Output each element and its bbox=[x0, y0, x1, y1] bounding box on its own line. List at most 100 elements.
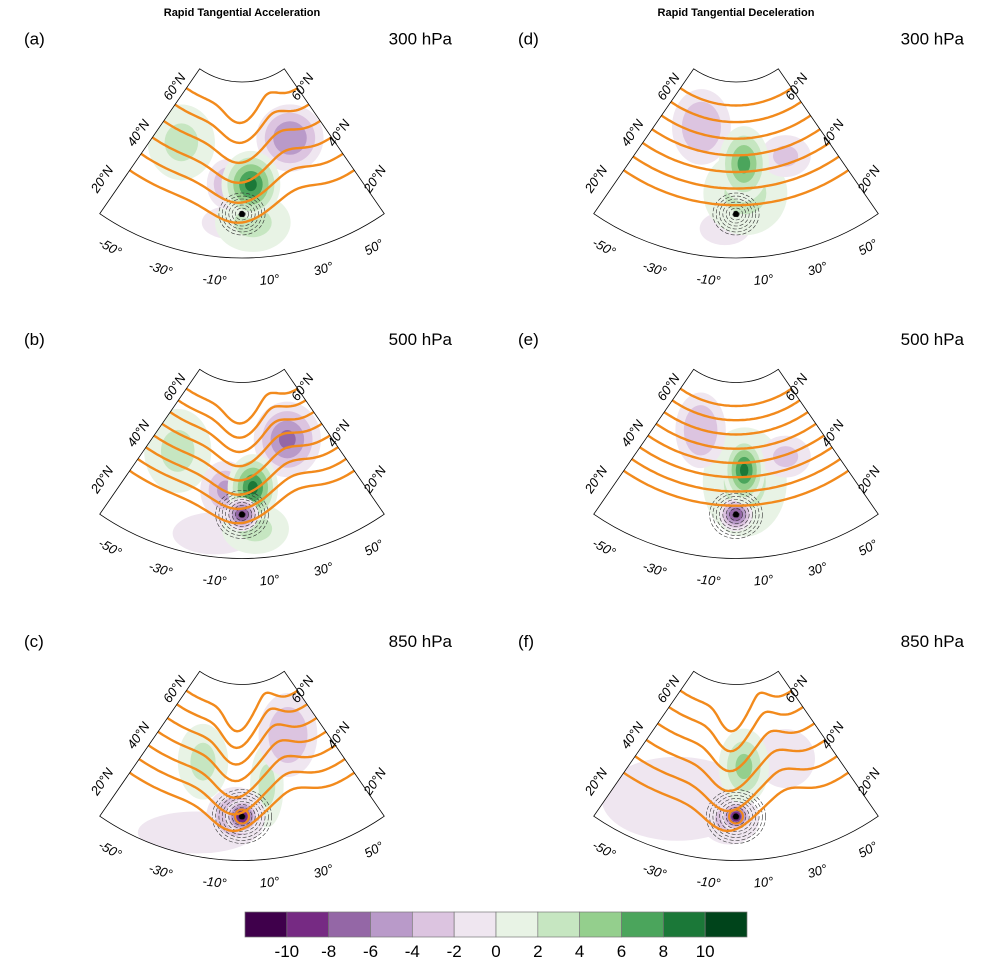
panel-label: (a) bbox=[24, 30, 45, 49]
longitude-label: -50° bbox=[96, 235, 124, 260]
anomaly-contour bbox=[712, 795, 760, 838]
longitude-label: -50° bbox=[590, 235, 618, 260]
longitude-label: 30° bbox=[312, 259, 335, 279]
longitude-label: 30° bbox=[806, 861, 829, 881]
streamline-contour bbox=[159, 421, 325, 468]
longitude-label: 50° bbox=[362, 536, 386, 559]
longitude-label: -10° bbox=[202, 571, 227, 588]
shading-layer bbox=[675, 392, 811, 539]
longitude-label: 30° bbox=[806, 559, 829, 579]
streamline-contour bbox=[653, 421, 819, 450]
shade-blob bbox=[281, 129, 299, 147]
latitude-label: 20°N bbox=[87, 463, 117, 497]
latitude-label: 40°N bbox=[324, 116, 353, 149]
longitude-label: -30° bbox=[147, 860, 174, 881]
latitude-label: 20°N bbox=[581, 463, 611, 497]
longitude-label: -10° bbox=[696, 571, 721, 588]
colorbar-tick-label: -10 bbox=[275, 942, 300, 961]
anomaly-contour bbox=[722, 502, 750, 527]
map-boundary bbox=[99, 670, 385, 861]
longitude-label: 50° bbox=[856, 236, 880, 259]
streamline-contour bbox=[150, 432, 334, 482]
longitude-label: 10° bbox=[753, 572, 774, 589]
colorbar-swatch bbox=[537, 911, 581, 938]
pressure-level: 850 hPa bbox=[389, 632, 453, 651]
colorbar-swatch bbox=[579, 911, 622, 938]
longitude-label: -30° bbox=[641, 860, 668, 881]
map-boundary bbox=[593, 368, 879, 559]
colorbar-swatch bbox=[662, 911, 706, 938]
colorbar-tick-label: -2 bbox=[447, 942, 462, 961]
anomaly-contour bbox=[722, 201, 750, 227]
streamline-contour bbox=[669, 398, 803, 422]
longitude-label: -30° bbox=[147, 558, 174, 579]
latitude-label: 60°N bbox=[654, 70, 683, 103]
latitude-label: 20°N bbox=[854, 765, 884, 799]
streamline-contour bbox=[619, 166, 853, 207]
longitude-label: -50° bbox=[590, 837, 618, 862]
colorbar: -10 -8 -6 -4 -2 0 2 4 6 8 10 bbox=[244, 911, 748, 961]
panel-label: (f) bbox=[518, 632, 534, 651]
latitude-label: 60°N bbox=[782, 672, 811, 705]
colorbar-tick-label: 6 bbox=[617, 942, 626, 961]
anomaly-contour bbox=[231, 807, 253, 826]
latitude-label: 40°N bbox=[324, 417, 353, 450]
longitude-label: 50° bbox=[856, 536, 880, 559]
streamline-contour bbox=[167, 409, 317, 454]
pressure-level: 500 hPa bbox=[901, 330, 965, 349]
streamline-layer bbox=[619, 688, 853, 833]
anomaly-contour bbox=[221, 798, 263, 835]
latitude-label: 40°N bbox=[818, 417, 847, 450]
streamline-contour bbox=[619, 769, 853, 833]
longitude-label: 10° bbox=[259, 271, 280, 288]
anomaly-contour bbox=[218, 192, 266, 236]
streamline-contour bbox=[184, 386, 300, 425]
colorbar-swatch bbox=[621, 911, 664, 938]
anomaly-contour bbox=[729, 207, 743, 221]
longitude-label: -50° bbox=[96, 535, 124, 560]
colorbar-swatch bbox=[244, 911, 288, 938]
streamline-contour bbox=[164, 715, 320, 766]
longitude-label: 10° bbox=[753, 271, 774, 288]
longitude-label: -50° bbox=[590, 535, 618, 560]
colorbar-tick-label: 4 bbox=[575, 942, 584, 961]
streamline-contour bbox=[661, 409, 811, 436]
streamline-contour bbox=[628, 455, 844, 493]
longitude-label: -50° bbox=[96, 837, 124, 862]
latitude-label: 20°N bbox=[581, 162, 611, 196]
longitude-label: 10° bbox=[753, 874, 774, 891]
colorbar-tick-label: -8 bbox=[321, 942, 336, 961]
streamline-contour bbox=[678, 688, 794, 733]
streamline-contour bbox=[172, 102, 312, 145]
latitude-label: 20°N bbox=[854, 463, 884, 497]
panel-label: (d) bbox=[518, 30, 539, 49]
longitude-label: -30° bbox=[641, 258, 668, 279]
colorbar-tick-label: 10 bbox=[696, 942, 715, 961]
latitude-label: 20°N bbox=[87, 162, 117, 196]
colorbar-swatch bbox=[370, 911, 413, 938]
latitude-label: 60°N bbox=[288, 370, 317, 403]
streamline-contour bbox=[678, 86, 794, 107]
longitude-label: 50° bbox=[856, 838, 880, 861]
colorbar-tick-label: 8 bbox=[659, 942, 668, 961]
anomaly-contour bbox=[225, 499, 259, 530]
shade-blob bbox=[164, 123, 199, 162]
anomaly-contour bbox=[725, 807, 747, 826]
anomaly-contour bbox=[228, 201, 256, 227]
colorbar-tick-label: 2 bbox=[533, 942, 542, 961]
streamline-contour bbox=[184, 86, 300, 125]
latitude-label: 60°N bbox=[782, 70, 811, 103]
latitude-label: 20°N bbox=[360, 463, 390, 497]
longitude-label: -10° bbox=[696, 873, 721, 890]
latitude-label: 60°N bbox=[654, 370, 683, 403]
latitude-label: 60°N bbox=[288, 70, 317, 103]
pressure-level: 500 hPa bbox=[389, 330, 453, 349]
latitude-label: 60°N bbox=[160, 70, 189, 103]
streamline-contour bbox=[678, 386, 794, 408]
anomaly-contour bbox=[225, 198, 259, 230]
shade-blob bbox=[735, 753, 753, 780]
column-title: Rapid Tangential Deceleration bbox=[658, 7, 815, 19]
streamline-contour bbox=[125, 166, 359, 224]
